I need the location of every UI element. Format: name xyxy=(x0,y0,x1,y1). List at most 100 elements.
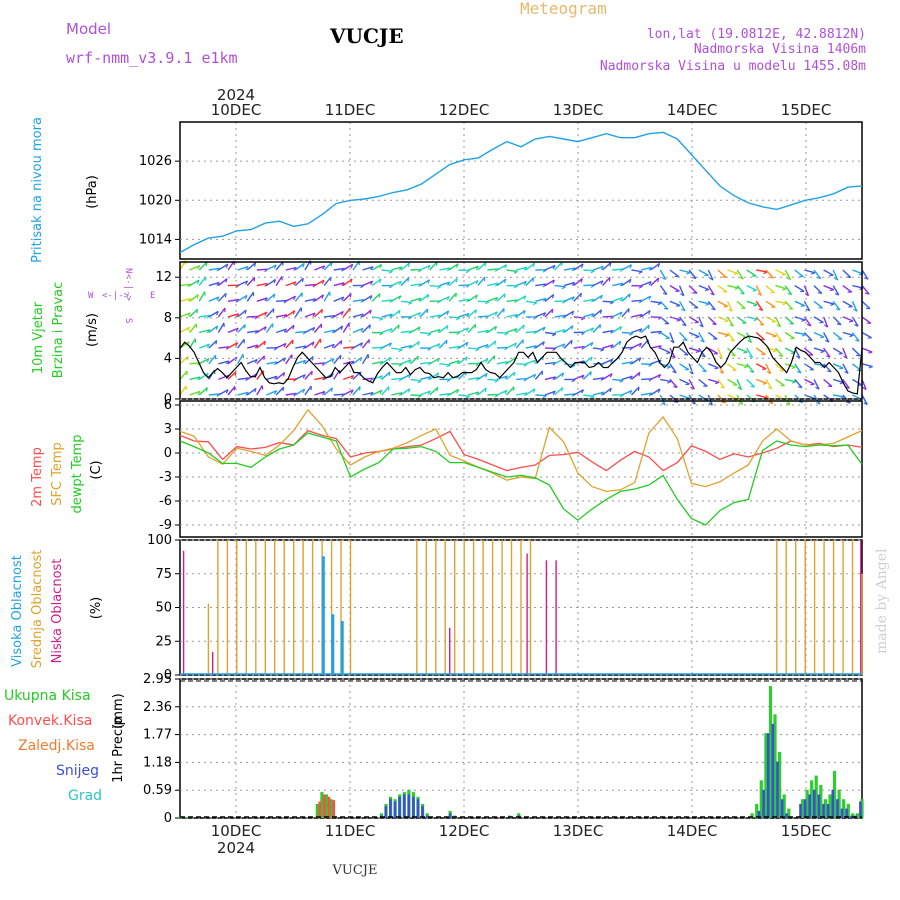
wind-arrow-head xyxy=(637,386,640,391)
wind-arrow xyxy=(813,269,822,280)
wind-arrow-head xyxy=(676,319,681,322)
wind-arrow-head xyxy=(806,323,812,327)
precip-total-bar xyxy=(800,799,805,818)
wind-arrow xyxy=(659,394,666,406)
wind-arrow xyxy=(832,331,843,340)
wind-arrow xyxy=(256,297,268,302)
wind-arrow-head xyxy=(801,319,806,322)
wind-arrow-head xyxy=(465,342,469,347)
wind-arrow xyxy=(765,379,773,390)
wind-arrow xyxy=(563,339,573,349)
wind-arrow-head xyxy=(619,297,624,302)
wind-arrow xyxy=(294,307,302,318)
panel-frame-3 xyxy=(179,400,863,538)
wind-arrow xyxy=(218,360,230,365)
wind-arrow xyxy=(640,310,651,318)
wind-arrow-head xyxy=(263,355,266,360)
wind-arrow xyxy=(832,300,841,311)
wind-arrow xyxy=(707,300,716,311)
wind-arrow xyxy=(765,316,777,323)
wind-arrow xyxy=(544,376,556,381)
wind-arrow xyxy=(515,280,527,287)
wind-arrow xyxy=(371,360,384,365)
wind-arrow-head xyxy=(331,358,335,363)
wind-arrow xyxy=(295,345,307,349)
wind-arrow xyxy=(573,345,585,349)
wind-unit: (m/s) xyxy=(85,313,100,347)
wind-arrow xyxy=(429,372,439,380)
wind-arrow xyxy=(458,341,469,349)
precip-snow-bar xyxy=(840,808,844,818)
wind-arrow-head xyxy=(729,324,734,327)
precip-conv-bar xyxy=(318,801,321,818)
wind-arrow-head xyxy=(273,390,278,395)
wind-arrow xyxy=(784,269,792,280)
wind-arrow-head xyxy=(580,293,582,298)
wind-arrow xyxy=(496,264,507,271)
wind-arrow xyxy=(583,313,595,318)
wind-arrow-head xyxy=(662,292,668,295)
wind-arrow xyxy=(717,347,723,359)
wind-arrow xyxy=(381,356,392,365)
wind-arrow xyxy=(506,269,518,273)
wind-arrow-head xyxy=(513,342,517,347)
precip-total-bar xyxy=(846,803,850,818)
wind-arrow-head xyxy=(417,326,421,331)
wind-arrow xyxy=(602,276,611,287)
wind-arrow-head xyxy=(661,402,666,406)
wind-arrow xyxy=(611,340,622,349)
wind-arrow xyxy=(506,357,517,365)
wind-arrow-head xyxy=(369,295,373,300)
wind-arrow xyxy=(381,299,393,302)
wind-arrow xyxy=(823,394,834,402)
wind-arrow xyxy=(496,361,508,365)
wind-arrow-head xyxy=(619,282,624,287)
wind-arrow-head xyxy=(638,343,642,348)
wind-arrow xyxy=(573,374,585,381)
wind-arrow xyxy=(592,280,604,287)
precip-total-bar xyxy=(782,794,786,818)
wind-arrow-head xyxy=(494,340,497,345)
wind-arrow-head xyxy=(846,401,851,404)
wind-arrow xyxy=(189,323,198,333)
wind-arrow xyxy=(352,327,364,334)
wind-arrow-head xyxy=(738,402,743,406)
wind-arrow xyxy=(621,375,633,381)
wind-arrow-head xyxy=(571,325,574,330)
wind-arrow xyxy=(295,331,307,334)
wind-arrow-head xyxy=(341,296,345,301)
wind-arrow-head xyxy=(513,285,518,289)
precip-snow-bar xyxy=(859,801,862,818)
wind-arrow-head xyxy=(437,329,441,333)
legend-graupel: Grad xyxy=(68,788,102,804)
ytick-label: 50 xyxy=(155,601,172,616)
wind-arrow xyxy=(487,378,499,381)
precip-total-bar xyxy=(855,813,859,818)
legend-snow: Snijeg xyxy=(56,763,99,779)
wind-arrow-head xyxy=(244,309,247,314)
wind-arrow xyxy=(477,261,487,271)
wind-arrow-head xyxy=(648,310,651,315)
pressure-ylabel: Pritisak na nivou mora xyxy=(30,117,45,263)
wind-arrow-head xyxy=(398,392,403,397)
wind-arrow-head xyxy=(712,323,717,326)
wind-arrow xyxy=(285,354,293,365)
wind-arrow-head xyxy=(709,277,714,281)
wind-arrow xyxy=(544,264,556,271)
legend-frozen-rain: Zaledj.Kisa xyxy=(18,738,95,754)
wind-arrow-head xyxy=(398,266,403,271)
wind-arrow xyxy=(400,344,412,349)
wind-arrow-head xyxy=(523,363,528,367)
wind-arrow-head xyxy=(854,324,859,327)
precip-total-bar xyxy=(828,794,832,818)
wind-arrow xyxy=(217,292,227,302)
wind-arrow-head xyxy=(455,278,458,283)
wind-arrow xyxy=(823,363,832,373)
wind-arrow xyxy=(179,326,191,334)
wind-arrow-head xyxy=(571,296,575,301)
precip-total-bar xyxy=(768,686,773,818)
wind-arrow xyxy=(285,266,297,271)
ytick-label: 1026 xyxy=(139,154,172,169)
wind-arrow xyxy=(765,363,772,375)
day-label-top: 14DEC xyxy=(667,101,718,119)
